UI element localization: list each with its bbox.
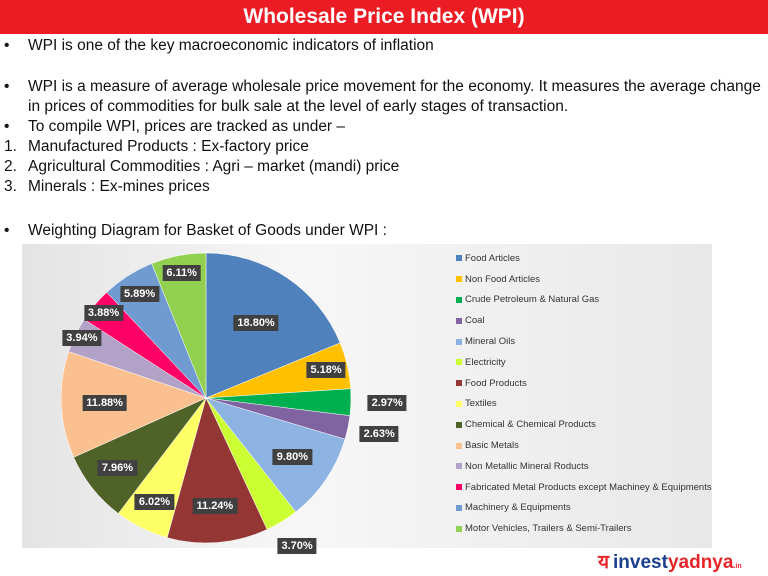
data-label: 9.80% [272,448,313,465]
legend-item: Machinery & Equipments [456,498,712,519]
bullet-marker: 2. [4,158,17,175]
investyadnya-logo: य investyadnya.in [598,552,742,573]
bullet-marker: • [4,222,10,239]
legend-item: Crude Petroleum & Natural Gas [456,290,712,311]
legend-item: Non Food Articles [456,269,712,290]
legend-swatch [456,504,462,511]
bullet-text: Minerals : Ex-mines prices [28,178,210,195]
legend-label: Textiles [465,398,497,410]
data-label: 2.63% [359,426,399,443]
legend-swatch [456,296,462,303]
legend-item: Basic Metals [456,435,712,456]
legend-swatch [456,276,462,283]
pie-slice [151,252,207,399]
data-label: 3.88% [83,304,124,321]
legend-item: Non Metallic Mineral Roducts [456,456,712,477]
legend-label: Crude Petroleum & Natural Gas [465,294,600,306]
data-label: 11.24% [192,498,238,515]
legend-label: Coal [465,315,485,327]
data-label: 3.70% [277,538,317,555]
legend-label: Electricity [465,356,506,368]
legend-item: Coal [456,310,712,331]
legend-label: Fabricated Metal Products except Machine… [465,481,712,493]
legend-label: Machinery & Equipments [465,502,571,514]
legend-label: Motor Vehicles, Trailers & Semi-Trailers [465,523,632,535]
bullet-text: Weighting Diagram for Basket of Goods un… [28,222,387,239]
slide-title: Wholesale Price Index (WPI) [0,0,768,34]
chart-legend: Food Articles Non Food Articles Crude Petr… [456,248,712,539]
legend-swatch [456,525,462,532]
legend-label: Mineral Oils [465,336,516,348]
data-label: 5.18% [306,362,346,379]
data-label: 11.88% [82,394,127,411]
bullet-marker: 3. [4,178,17,195]
bullet-marker: 1. [4,138,17,155]
legend-swatch [456,255,462,262]
legend-swatch [456,317,462,324]
pie-slice [166,397,268,544]
bullet-text: WPI is one of the key macroeconomic indi… [28,37,434,54]
bullet-text: in prices of commodities for bulk sale a… [28,98,569,115]
bullet-marker: • [4,118,10,135]
legend-label: Food Articles [465,252,520,264]
legend-item: Textiles [456,394,712,415]
data-label: 3.94% [62,330,102,347]
legend-label: Non Metallic Mineral Roducts [465,460,589,472]
legend-swatch [456,338,462,345]
pie-chart: 18.80% 5.18% 2.97% 2.63% 9.80% 3.70% 11.24% 6.0… [22,244,712,555]
legend-label: Food Products [465,377,527,389]
legend-swatch [456,442,462,449]
legend-swatch [456,359,462,366]
bullet-marker: • [4,78,10,95]
data-label: 2.97% [367,395,407,412]
legend-swatch [456,484,462,491]
bullet-text: Manufactured Products : Ex-factory price [28,138,309,155]
legend-item: Electricity [456,352,712,373]
legend-label: Non Food Articles [465,273,540,285]
data-label: 7.96% [97,460,138,477]
bullet-text: WPI is a measure of average wholesale pr… [28,78,761,95]
bullet-text: Agricultural Commodities : Agri – market… [28,158,400,175]
pie-svg [60,252,352,544]
bullet-marker: • [4,37,10,54]
legend-item: Mineral Oils [456,331,712,352]
legend-label: Basic Metals [465,440,519,452]
data-label: 5.89% [119,286,160,303]
data-label: 6.02% [134,493,175,510]
legend-swatch [456,421,462,428]
pie-slice [60,351,207,458]
legend-label: Chemical & Chemical Products [465,419,596,431]
data-label: 6.11% [162,264,201,281]
legend-swatch [456,400,462,407]
legend-item: Chemical & Chemical Products [456,414,712,435]
bullet-text: To compile WPI, prices are tracked as un… [28,118,346,135]
legend-item: Food Products [456,373,712,394]
legend-item: Food Articles [456,248,712,269]
legend-swatch [456,463,462,470]
legend-swatch [456,380,462,387]
data-label: 18.80% [233,315,279,332]
legend-item: Motor Vehicles, Trailers & Semi-Trailers [456,518,712,539]
legend-item: Fabricated Metal Products except Machine… [456,477,712,498]
